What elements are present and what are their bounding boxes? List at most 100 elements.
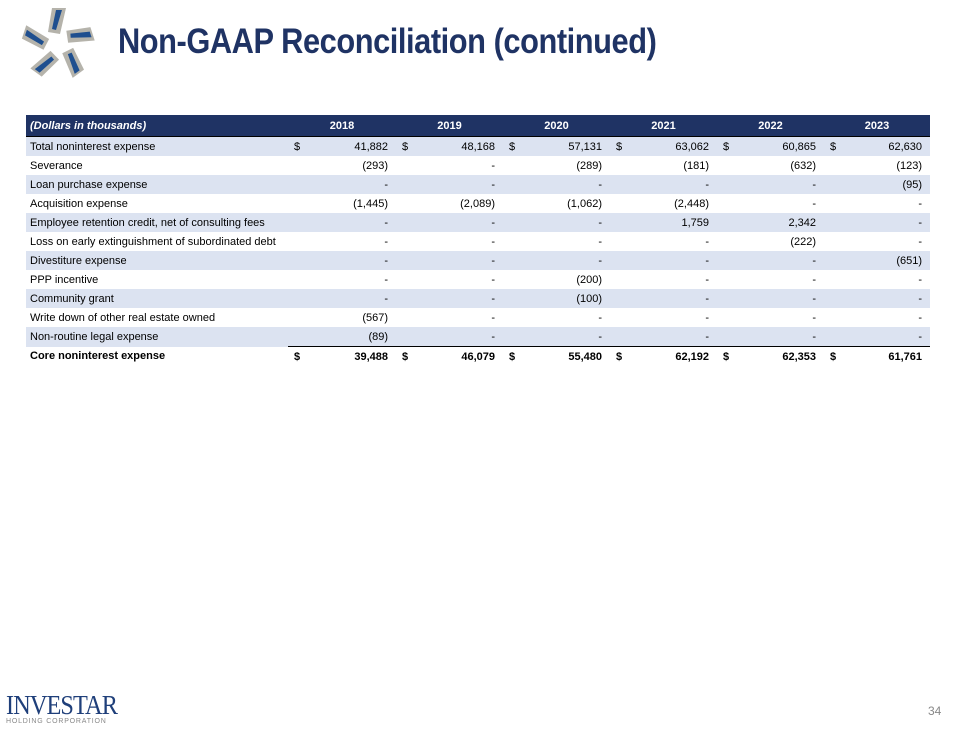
table-row: Non-routine legal expense (89) - - - - - (26, 327, 930, 347)
row-label: Severance (30, 159, 83, 172)
table-row: Loss on early extinguishment of subordin… (26, 232, 930, 251)
row-label: Employee retention credit, net of consul… (26, 213, 288, 232)
cell-value: - (918, 311, 922, 324)
currency-symbol: $ (503, 136, 523, 156)
currency-symbol (288, 251, 308, 270)
currency-symbol (396, 213, 416, 232)
company-logo-icon (20, 8, 95, 80)
cell-value: - (737, 327, 824, 347)
table-row: PPP incentive - - (200) - - - (26, 270, 930, 289)
cell-value: - (523, 327, 610, 347)
currency-symbol: $ (288, 136, 308, 156)
currency-symbol: $ (610, 136, 630, 156)
currency-symbol (503, 232, 523, 251)
currency-symbol (288, 213, 308, 232)
cell-value: 62,353 (737, 346, 824, 366)
currency-symbol (288, 175, 308, 194)
currency-symbol (610, 175, 630, 194)
currency-symbol (503, 308, 523, 327)
currency-symbol (824, 308, 844, 327)
currency-symbol (717, 308, 737, 327)
currency-symbol (396, 175, 416, 194)
cell-value: 62,192 (630, 346, 717, 366)
cell-value: (632) (790, 159, 816, 172)
table-row: Loan purchase expense - - - - - (95) (26, 175, 930, 194)
cell-value: - (705, 235, 709, 248)
year-header: 2020 (503, 115, 610, 137)
table-row: Employee retention credit, net of consul… (26, 213, 930, 232)
cell-value: (567) (362, 311, 388, 324)
brand-subtitle: HOLDING CORPORATION (6, 718, 107, 725)
cell-value: - (416, 213, 503, 232)
row-label: Write down of other real estate owned (30, 311, 216, 324)
currency-symbol (396, 289, 416, 308)
cell-value: - (523, 175, 610, 194)
currency-symbol (717, 194, 737, 213)
currency-symbol (717, 270, 737, 289)
cell-value: - (384, 235, 388, 248)
cell-value: - (308, 175, 396, 194)
row-label: Non-routine legal expense (26, 327, 288, 347)
row-label: Core noninterest expense (30, 350, 166, 363)
row-label: Total noninterest expense (26, 136, 288, 156)
year-header: 2019 (396, 115, 503, 137)
currency-symbol: $ (717, 136, 737, 156)
cell-value: (89) (308, 327, 396, 347)
currency-symbol (610, 327, 630, 347)
cell-value: (1,445) (353, 197, 388, 210)
cell-value: (123) (896, 159, 922, 172)
currency-symbol: $ (396, 136, 416, 156)
cell-value: - (523, 251, 610, 270)
row-label: Divestiture expense (26, 251, 288, 270)
currency-symbol: $ (824, 346, 844, 366)
currency-symbol (288, 232, 308, 251)
cell-value: (200) (576, 273, 602, 286)
cell-value: (2,448) (674, 197, 709, 210)
table-row: Write down of other real estate owned (56… (26, 308, 930, 327)
table-header-row: (Dollars in thousands) 2018 2019 2020 2021 2… (26, 115, 930, 137)
cell-value: - (918, 235, 922, 248)
cell-value: - (491, 311, 495, 324)
cell-value: - (416, 327, 503, 347)
cell-value: - (737, 175, 824, 194)
currency-symbol (503, 194, 523, 213)
currency-symbol (503, 175, 523, 194)
cell-value: - (416, 251, 503, 270)
row-label: Loss on early extinguishment of subordin… (30, 235, 276, 248)
row-label: Loan purchase expense (26, 175, 288, 194)
cell-value: - (812, 311, 816, 324)
year-header: 2023 (824, 115, 930, 137)
currency-symbol: $ (503, 346, 523, 366)
cell-value: - (812, 273, 816, 286)
table-row: Severance (293) - (289) (181) (632) (123) (26, 156, 930, 175)
currency-symbol (396, 270, 416, 289)
currency-symbol (288, 327, 308, 347)
cell-value: - (844, 289, 930, 308)
cell-value: - (491, 159, 495, 172)
cell-value: - (918, 197, 922, 210)
table-row: Acquisition expense (1,445) (2,089) (1,062)… (26, 194, 930, 213)
currency-symbol: $ (288, 346, 308, 366)
currency-symbol (717, 156, 737, 175)
currency-symbol (610, 289, 630, 308)
currency-symbol (396, 327, 416, 347)
currency-symbol (824, 232, 844, 251)
currency-symbol: $ (396, 346, 416, 366)
currency-symbol (396, 308, 416, 327)
cell-value: - (630, 175, 717, 194)
cell-value: (2,089) (460, 197, 495, 210)
currency-symbol (824, 194, 844, 213)
year-header: 2021 (610, 115, 717, 137)
currency-symbol (717, 289, 737, 308)
cell-value: - (737, 289, 824, 308)
table-row: Divestiture expense - - - - - (651) (26, 251, 930, 270)
cell-value: - (630, 289, 717, 308)
page-title: Non-GAAP Reconciliation (continued) (118, 22, 657, 61)
currency-symbol (288, 289, 308, 308)
row-label: PPP incentive (30, 273, 99, 286)
cell-value: 46,079 (416, 346, 503, 366)
currency-symbol (717, 175, 737, 194)
cell-value: - (598, 235, 602, 248)
brand-logo: INVESTAR HOLDING CORPORATION (6, 692, 129, 726)
cell-value: - (844, 327, 930, 347)
